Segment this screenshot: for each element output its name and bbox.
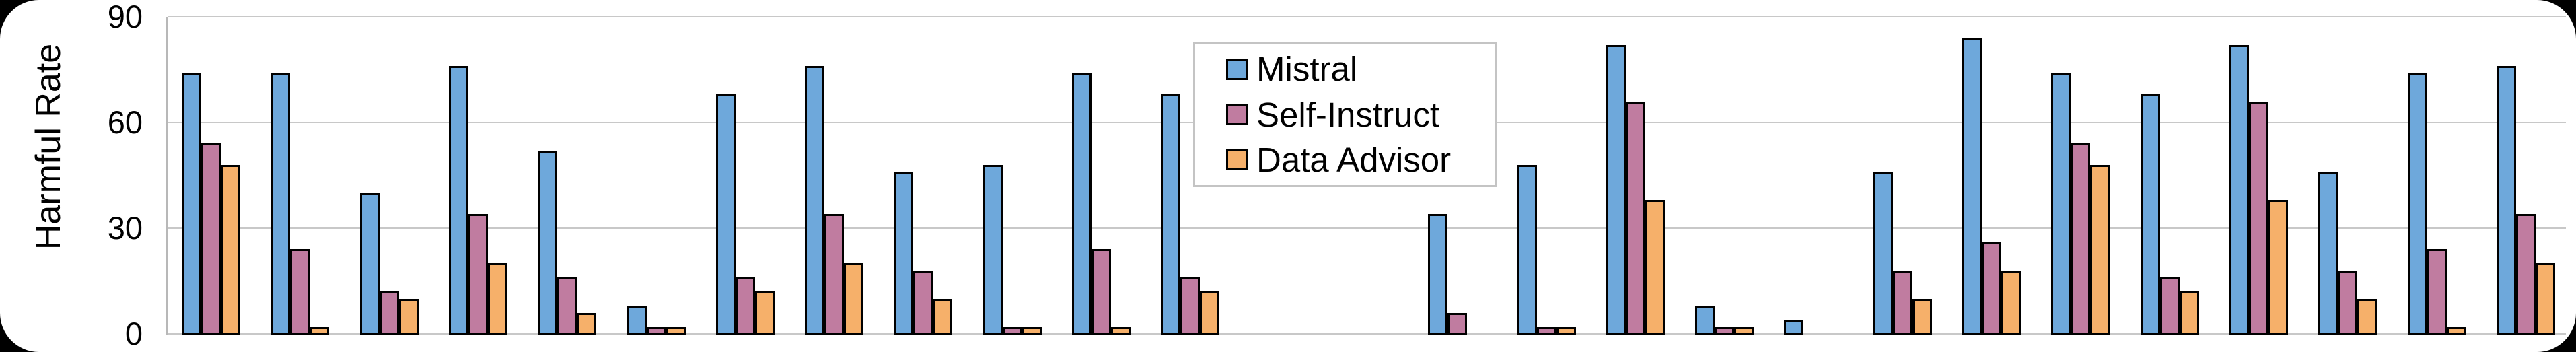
bar-data-advisor-group25 <box>2357 298 2377 335</box>
bar-self-instruct-group8 <box>824 214 845 335</box>
bar-self-instruct-group4 <box>468 214 488 335</box>
bar-self-instruct-group16 <box>1536 326 1557 335</box>
bar-self-instruct-group9 <box>913 270 933 335</box>
bar-data-advisor-group11 <box>1111 326 1131 335</box>
bar-data-advisor-group2 <box>310 326 330 335</box>
bar-data-advisor-group20 <box>1912 298 1932 335</box>
bar-mistral-group23 <box>2140 94 2160 335</box>
gridline-90 <box>168 16 2566 17</box>
legend: Mistral Self-Instruct Data Advisor <box>1193 42 1497 187</box>
bar-data-advisor-group16 <box>1556 326 1576 335</box>
legend-entry-self-instruct: Self-Instruct <box>1226 95 1495 135</box>
bar-mistral-group1 <box>182 73 201 335</box>
bar-mistral-group9 <box>894 172 914 335</box>
bar-mistral-group6 <box>627 306 647 335</box>
legend-label-self-instruct: Self-Instruct <box>1256 95 1440 134</box>
bar-self-instruct-group2 <box>290 249 310 335</box>
bar-data-advisor-group26 <box>2446 326 2466 335</box>
bar-data-advisor-group17 <box>1645 200 1665 335</box>
legend-label-mistral: Mistral <box>1256 50 1358 89</box>
y-tick-label-30: 30 <box>107 210 143 246</box>
bar-mistral-group25 <box>2318 172 2338 335</box>
bar-self-instruct-group20 <box>1892 270 1912 335</box>
bar-mistral-group26 <box>2407 73 2427 335</box>
bar-self-instruct-group21 <box>1982 242 2001 335</box>
bar-data-advisor-group12 <box>1200 291 1220 335</box>
bar-mistral-group24 <box>2229 44 2249 335</box>
bar-data-advisor-group8 <box>844 263 864 335</box>
bar-data-advisor-group1 <box>221 164 240 335</box>
y-axis-spine <box>166 17 168 335</box>
bar-self-instruct-group24 <box>2248 101 2268 335</box>
bar-mistral-group2 <box>271 73 291 335</box>
bar-data-advisor-group10 <box>1022 326 1042 335</box>
y-tick-label-60: 60 <box>107 104 143 140</box>
bar-self-instruct-group10 <box>1002 326 1022 335</box>
bar-mistral-group17 <box>1606 44 1626 335</box>
bar-data-advisor-group22 <box>2090 164 2110 335</box>
bar-mistral-group19 <box>1784 320 1804 335</box>
bar-data-advisor-group27 <box>2535 263 2555 335</box>
bar-mistral-group10 <box>982 164 1003 335</box>
bar-self-instruct-group23 <box>2159 277 2180 335</box>
bar-mistral-group11 <box>1072 73 1092 335</box>
bar-data-advisor-group18 <box>1734 326 1754 335</box>
y-tick-label-90: 90 <box>107 0 143 34</box>
bar-self-instruct-group6 <box>646 326 666 335</box>
y-tick-label-0: 0 <box>124 316 143 351</box>
bar-data-advisor-group7 <box>754 291 775 335</box>
bar-mistral-group5 <box>538 150 558 335</box>
bar-mistral-group16 <box>1517 164 1537 335</box>
bar-mistral-group27 <box>2496 66 2516 335</box>
bar-self-instruct-group12 <box>1180 277 1201 335</box>
bar-self-instruct-group18 <box>1715 326 1735 335</box>
bar-mistral-group7 <box>715 94 736 335</box>
bar-data-advisor-group24 <box>2268 200 2288 335</box>
bar-self-instruct-group7 <box>735 277 755 335</box>
legend-swatch-data-advisor-icon <box>1226 149 1248 171</box>
bar-mistral-group18 <box>1695 306 1715 335</box>
gridline-30 <box>168 227 2566 229</box>
bar-mistral-group12 <box>1161 94 1181 335</box>
legend-swatch-mistral-icon <box>1226 58 1248 80</box>
legend-label-data-advisor: Data Advisor <box>1256 140 1452 179</box>
bar-mistral-group8 <box>805 66 825 335</box>
bar-mistral-group21 <box>1962 38 1982 335</box>
bar-self-instruct-group1 <box>201 143 221 335</box>
bar-self-instruct-group11 <box>1092 249 1111 335</box>
bar-mistral-group22 <box>2051 73 2071 335</box>
bar-self-instruct-group17 <box>1625 101 1645 335</box>
bar-data-advisor-group9 <box>933 298 953 335</box>
bar-data-advisor-group21 <box>2001 270 2021 335</box>
x-axis-line <box>168 333 2566 335</box>
legend-swatch-self-instruct-icon <box>1226 104 1248 125</box>
bar-self-instruct-group3 <box>379 291 399 335</box>
bar-self-instruct-group22 <box>2071 143 2091 335</box>
bar-mistral-group3 <box>359 192 380 335</box>
bar-data-advisor-group5 <box>577 312 597 335</box>
bar-self-instruct-group15 <box>1447 312 1468 335</box>
bar-data-advisor-group6 <box>666 326 686 335</box>
bar-mistral-group20 <box>1873 172 1893 335</box>
bar-self-instruct-group27 <box>2515 214 2536 335</box>
bar-data-advisor-group23 <box>2179 291 2199 335</box>
bar-self-instruct-group25 <box>2338 270 2358 335</box>
bar-mistral-group15 <box>1428 214 1448 335</box>
bar-self-instruct-group5 <box>557 277 577 335</box>
legend-entry-data-advisor: Data Advisor <box>1226 140 1495 180</box>
bar-data-advisor-group3 <box>398 298 419 335</box>
bar-self-instruct-group26 <box>2427 249 2447 335</box>
bar-data-advisor-group4 <box>487 263 507 335</box>
bar-mistral-group4 <box>448 66 468 335</box>
legend-entry-mistral: Mistral <box>1226 49 1495 89</box>
